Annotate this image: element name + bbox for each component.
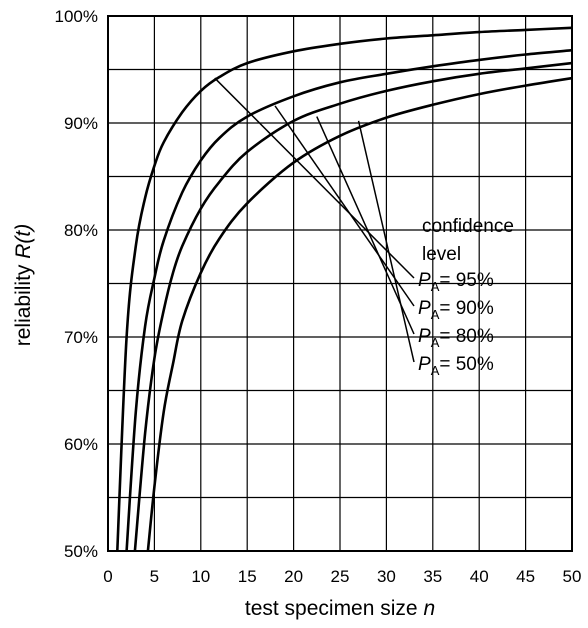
- curves: [116, 26, 573, 552]
- x-tick-label: 30: [377, 567, 396, 586]
- series-line: [125, 48, 573, 552]
- x-tick-label: 5: [150, 567, 159, 586]
- y-tick-label: 90%: [64, 114, 98, 133]
- x-tick-label: 25: [331, 567, 350, 586]
- y-axis-title: reliability R(t): [12, 224, 35, 347]
- x-tick-label: 20: [284, 567, 303, 586]
- x-tick-label: 50: [563, 567, 582, 586]
- y-tick-label: 100%: [55, 7, 98, 26]
- x-tick-label: 0: [103, 567, 112, 586]
- series-line: [146, 76, 573, 552]
- legend-item: PA= 95%: [418, 270, 494, 294]
- leader-line: [316, 116, 415, 335]
- leader-line: [357, 120, 415, 363]
- y-tick-label: 70%: [64, 328, 98, 347]
- x-tick-label: 40: [470, 567, 489, 586]
- series-line: [133, 61, 573, 552]
- legend-item: PA= 90%: [418, 298, 494, 322]
- x-axis-title: test specimen size n: [245, 597, 435, 620]
- x-tick-label: 45: [516, 567, 535, 586]
- legend-annotation: confidence level PA= 50%PA= 80%PA= 90%PA…: [418, 216, 514, 378]
- y-tick-label: 60%: [64, 435, 98, 454]
- leader-line: [214, 77, 415, 279]
- x-tick-label: 15: [238, 567, 257, 586]
- x-tick-label: 10: [191, 567, 210, 586]
- y-tick-label: 80%: [64, 221, 98, 240]
- gridlines: [108, 16, 572, 551]
- leader-lines: [214, 77, 415, 363]
- leader-line: [274, 105, 415, 307]
- legend-item: PA= 50%: [418, 354, 494, 378]
- plot-frame: [107, 15, 573, 552]
- x-tick-label: 35: [423, 567, 442, 586]
- legend-item: PA= 80%: [418, 326, 494, 350]
- series-line: [116, 26, 573, 552]
- legend-items: PA= 50% PA= 80% PA= 90% PA= 95%: [418, 270, 494, 378]
- legend-title-line1: confidence: [422, 216, 514, 237]
- y-tick-label: 50%: [64, 542, 98, 561]
- legend-title-line2: level: [422, 244, 461, 265]
- tick-labels: 0 5 10 15 20 25 30 35 40 45 50 100% 90% 80% 70% 60% 50%: [55, 7, 582, 586]
